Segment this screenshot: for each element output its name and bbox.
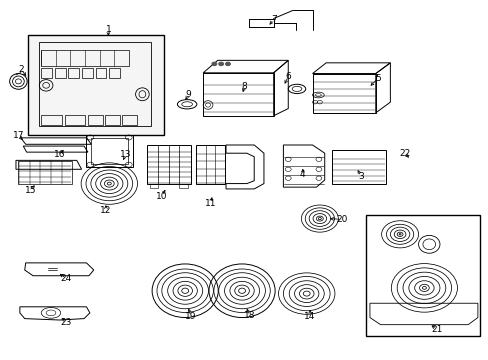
Bar [203, 73, 273, 116]
Ellipse shape [211, 62, 216, 66]
Bar [41, 68, 52, 78]
Text: 8: 8 [241, 82, 247, 91]
Bar [55, 68, 65, 78]
Bar [96, 68, 106, 78]
Text: 7: 7 [270, 15, 276, 24]
Text: 23: 23 [60, 318, 72, 327]
Text: 19: 19 [185, 312, 196, 321]
Bar [109, 68, 120, 78]
Bar [312, 73, 375, 113]
Text: 10: 10 [156, 192, 167, 201]
Text: 6: 6 [285, 72, 290, 81]
Text: 11: 11 [204, 199, 216, 208]
Text: 20: 20 [335, 215, 346, 224]
Bar [68, 68, 79, 78]
Bar [149, 184, 158, 188]
Text: 18: 18 [243, 311, 255, 320]
Bar [91, 138, 127, 164]
Ellipse shape [218, 62, 223, 66]
Text: 15: 15 [25, 186, 36, 195]
Text: 16: 16 [54, 150, 65, 159]
Text: 13: 13 [120, 150, 131, 159]
Bar [64, 114, 85, 125]
Ellipse shape [225, 62, 230, 66]
Text: 9: 9 [185, 90, 191, 99]
Text: 3: 3 [358, 172, 364, 181]
Bar [41, 50, 128, 66]
Bar [366, 215, 479, 337]
Text: 21: 21 [430, 325, 441, 334]
Bar [86, 135, 132, 167]
Text: 12: 12 [100, 206, 111, 215]
Bar [19, 161, 72, 184]
Bar [28, 35, 164, 135]
Text: 2: 2 [18, 65, 23, 74]
Text: 1: 1 [105, 26, 111, 35]
Bar [88, 114, 102, 125]
Text: 4: 4 [300, 170, 305, 179]
Text: 5: 5 [375, 74, 380, 83]
Bar [41, 114, 61, 125]
Bar [39, 42, 151, 126]
Bar [82, 68, 93, 78]
Text: 22: 22 [399, 149, 410, 158]
Bar [179, 184, 187, 188]
Bar [196, 145, 224, 184]
Text: 17: 17 [13, 131, 24, 140]
Text: 14: 14 [304, 312, 315, 321]
Bar [331, 150, 385, 184]
Text: 24: 24 [61, 274, 72, 283]
Bar [122, 114, 136, 125]
Bar [105, 114, 119, 125]
Bar [147, 145, 191, 184]
